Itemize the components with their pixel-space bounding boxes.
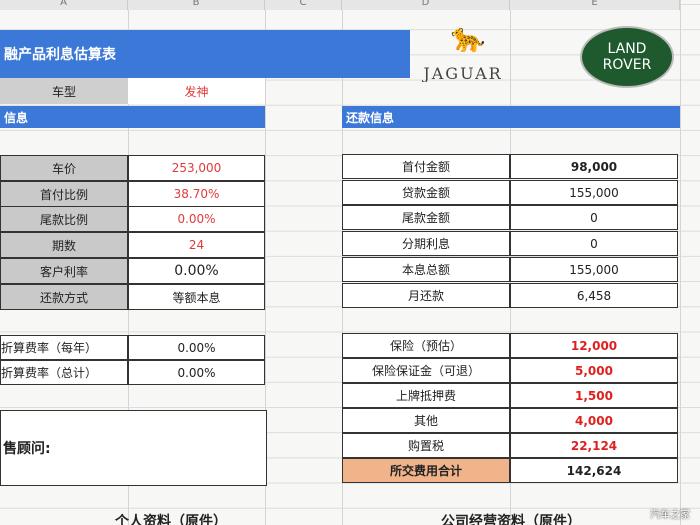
value: 253,000: [128, 155, 265, 181]
label: 尾款比例: [0, 206, 128, 232]
label: 期数: [0, 232, 128, 258]
value: 155,000: [510, 180, 678, 205]
column-header: C: [265, 0, 342, 10]
label: 首付金额: [342, 154, 510, 179]
jaguar-logo: JAGUAR: [423, 64, 503, 82]
label: 保险（预估）: [342, 333, 510, 358]
value: 0.00%: [128, 360, 265, 385]
label: 客户利率: [0, 258, 128, 284]
label: 本息总额: [342, 257, 510, 282]
value: 6,458: [510, 283, 678, 308]
column-header: D: [342, 0, 510, 10]
label: 尾款金额: [342, 205, 510, 230]
label: 其他: [342, 408, 510, 433]
value: 12,000: [510, 333, 678, 358]
label: 车价: [0, 155, 128, 181]
label: 贷款金额: [342, 180, 510, 205]
jaguar-icon: 🐆: [450, 22, 486, 52]
sheet-title: 融产品利息估算表: [0, 30, 410, 78]
label: 折算费率（总计）: [0, 360, 128, 385]
label: 月还款: [342, 283, 510, 308]
value: 22,124: [510, 433, 678, 458]
column-header: A: [0, 0, 128, 10]
label: 折算费率（每年）: [0, 335, 128, 360]
value: 142,624: [510, 458, 678, 483]
value: 0.00%: [128, 335, 265, 360]
value: 98,000: [510, 154, 678, 179]
column-header: B: [128, 0, 265, 10]
label: 车型: [0, 78, 128, 104]
value: 5,000: [510, 358, 678, 383]
section-header: 信息: [0, 106, 265, 128]
label: 首付比例: [0, 181, 128, 207]
value: 0.00%: [128, 206, 265, 232]
logo-text: ROVER: [602, 57, 652, 73]
column-header: E: [510, 0, 680, 10]
label: 分期利息: [342, 231, 510, 256]
label: 所交费用合计: [342, 458, 510, 483]
logo-text: LAND: [607, 41, 647, 57]
watermark: 汽车之家: [650, 509, 690, 521]
section-label: 公司经营资料（原件）: [441, 513, 581, 525]
value: 0: [510, 231, 678, 256]
section-label: 个人资料（原件）: [115, 513, 227, 525]
value: 4,000: [510, 408, 678, 433]
value: 155,000: [510, 257, 678, 282]
land-rover-logo: LAND ROVER: [580, 26, 674, 88]
value: 0: [510, 205, 678, 230]
advisor-label: 售顾问:: [0, 410, 267, 486]
label: 保险保证金（可退）: [342, 358, 510, 383]
value: 38.70%: [128, 181, 265, 207]
value: 等额本息: [128, 284, 265, 310]
label: 购置税: [342, 433, 510, 458]
section-header: 还款信息: [342, 106, 680, 128]
value: 发神: [128, 78, 265, 104]
value: 24: [128, 232, 265, 258]
label: 还款方式: [0, 284, 128, 310]
label: 上牌抵押费: [342, 383, 510, 408]
value: 1,500: [510, 383, 678, 408]
value: 0.00%: [128, 258, 265, 284]
